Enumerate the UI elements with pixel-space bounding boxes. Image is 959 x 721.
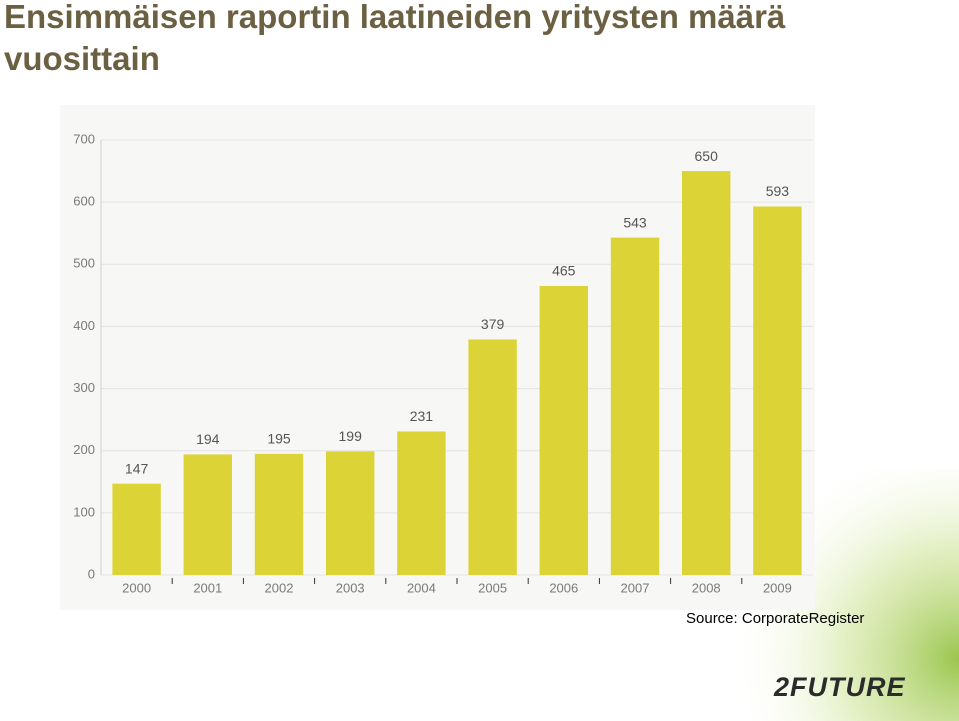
y-tick-label: 500 (73, 256, 95, 271)
x-tick-label: 2005 (478, 580, 507, 595)
bar (183, 454, 233, 575)
value-label: 147 (125, 460, 149, 476)
y-tick-label: 300 (73, 380, 95, 395)
x-tick-label: 2004 (407, 580, 436, 595)
x-tick-label: 2006 (549, 580, 578, 595)
x-tick-label: 2009 (763, 580, 792, 595)
y-tick-label: 400 (73, 318, 95, 333)
bar (610, 237, 660, 576)
value-label: 231 (410, 408, 434, 424)
bar (254, 453, 304, 575)
bar (753, 206, 802, 575)
x-tick-label: 2002 (265, 580, 294, 595)
source-note: Source: CorporateRegister (686, 610, 865, 627)
value-label: 194 (196, 431, 220, 447)
y-tick-label: 700 (73, 131, 95, 146)
y-tick-label: 600 (73, 194, 95, 209)
x-tick-label: 2000 (122, 580, 151, 595)
x-tick-label: 2007 (621, 580, 650, 595)
bar (397, 431, 446, 575)
y-tick-label: 100 (73, 504, 95, 519)
bar (112, 483, 161, 575)
value-label: 199 (339, 428, 363, 444)
logo: 2FUTURE (774, 672, 906, 702)
value-label: 650 (695, 148, 719, 164)
value-label: 195 (267, 431, 291, 447)
x-tick-label: 2001 (193, 580, 222, 595)
x-tick-label: 2008 (692, 580, 721, 595)
value-label: 379 (481, 316, 505, 332)
slide-title: Ensimmäisen raportin laatineiden yrityst… (4, 0, 786, 77)
bar (468, 339, 517, 575)
value-label: 543 (623, 214, 647, 230)
y-tick-label: 200 (73, 442, 95, 457)
value-label: 465 (552, 263, 576, 279)
bar (681, 171, 731, 576)
x-tick-label: 2003 (336, 580, 365, 595)
bar (325, 451, 375, 575)
value-label: 593 (766, 183, 790, 199)
bar (539, 286, 589, 575)
y-tick-label: 0 (88, 566, 95, 581)
